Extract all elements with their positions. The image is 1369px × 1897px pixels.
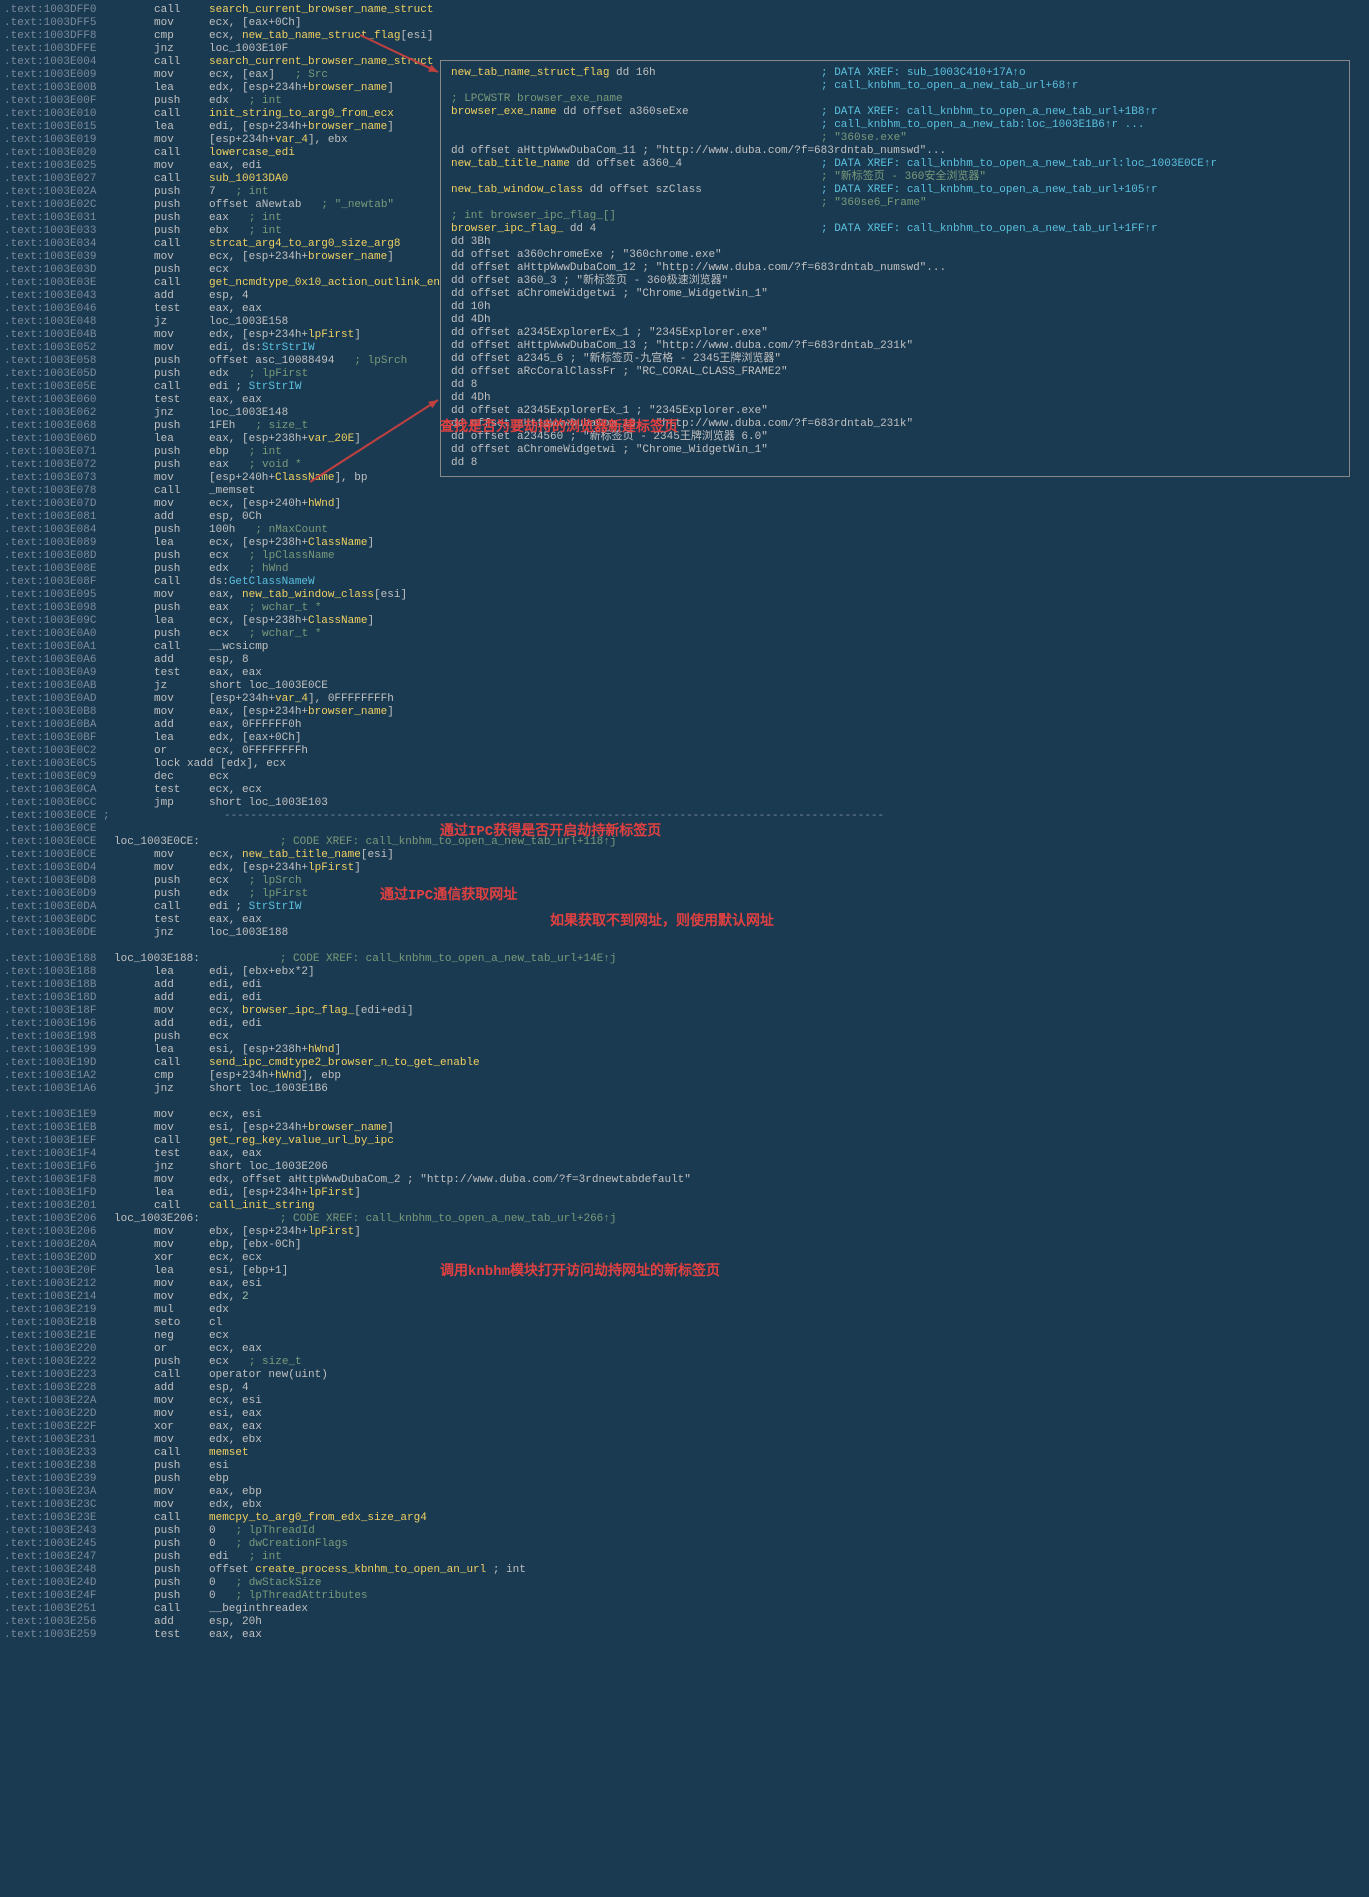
asm-line: .text:1003E206movebx, [esp+234h+lpFirst]	[4, 1226, 1365, 1239]
asm-line: .text:1003E18Daddedi, edi	[4, 992, 1365, 1005]
asm-line: .text:1003E239pushebp	[4, 1473, 1365, 1486]
asm-line: .text:1003E219muledx	[4, 1304, 1365, 1317]
asm-line: .text:1003E0C5lock xadd [edx], ecx	[4, 758, 1365, 771]
asm-line: .text:1003E245push0; dwCreationFlags	[4, 1538, 1365, 1551]
asm-line: .text:1003E22Fxoreax, eax	[4, 1421, 1365, 1434]
asm-line: .text:1003E1FDleaedi, [esp+234h+lpFirst]	[4, 1187, 1365, 1200]
asm-line: .text:1003E220orecx, eax	[4, 1343, 1365, 1356]
asm-line: .text:1003DFF5movecx, [eax+0Ch]	[4, 17, 1365, 30]
asm-line: .text:1003E1E9movecx, esi	[4, 1109, 1365, 1122]
asm-line: .text:1003E247pushedi; int	[4, 1551, 1365, 1564]
annotation-text: 查找是否为要劫持的浏览器新建标签页	[440, 416, 678, 436]
asm-line: .text:1003E21Bsetocl	[4, 1317, 1365, 1330]
data-xref-box: new_tab_name_struct_flag dd 16h; DATA XR…	[440, 60, 1350, 477]
asm-line: .text:1003E243push0; lpThreadId	[4, 1525, 1365, 1538]
asm-line: .text:1003E0D9pushedx; lpFirst	[4, 888, 1365, 901]
asm-line: .text:1003E0A0pushecx; wchar_t *	[4, 628, 1365, 641]
asm-line: .text:1003E20Amovebp, [ebx-0Ch]	[4, 1239, 1365, 1252]
asm-line: .text:1003E08Fcallds:GetClassNameW	[4, 576, 1365, 589]
asm-line: .text:1003E228addesp, 4	[4, 1382, 1365, 1395]
asm-line: .text:1003E259testeax, eax	[4, 1629, 1365, 1642]
annotation-text: 如果获取不到网址，则使用默认网址	[550, 910, 774, 930]
asm-line: .text:1003E21Enegecx	[4, 1330, 1365, 1343]
asm-line: .text:1003E089leaecx, [esp+238h+ClassNam…	[4, 537, 1365, 550]
asm-line: .text:1003E0ADmov[esp+234h+var_4], 0FFFF…	[4, 693, 1365, 706]
asm-line: .text:1003E1F8movedx, offset aHttpWwwDub…	[4, 1174, 1365, 1187]
asm-line: .text:1003E0ABjzshort loc_1003E0CE	[4, 680, 1365, 693]
asm-line: .text:1003E238pushesi	[4, 1460, 1365, 1473]
asm-line: .text:1003E18Fmovecx, browser_ipc_flag_[…	[4, 1005, 1365, 1018]
asm-line: .text:1003E0BFleaedx, [eax+0Ch]	[4, 732, 1365, 745]
asm-line: .text:1003E1F4testeax, eax	[4, 1148, 1365, 1161]
asm-line: .text:1003E0B8moveax, [esp+234h+browser_…	[4, 706, 1365, 719]
asm-line: .text:1003E0D8pushecx; lpSrch	[4, 875, 1365, 888]
asm-line: .text:1003E098pusheax; wchar_t *	[4, 602, 1365, 615]
asm-line: .text:1003E23Amoveax, ebp	[4, 1486, 1365, 1499]
asm-line: .text:1003E214movedx, 2	[4, 1291, 1365, 1304]
asm-line: .text:1003E095moveax, new_tab_window_cla…	[4, 589, 1365, 602]
asm-line: .text:1003DFF0callsearch_current_browser…	[4, 4, 1365, 17]
asm-line: .text:1003E19Dcallsend_ipc_cmdtype2_brow…	[4, 1057, 1365, 1070]
asm-line: .text:1003E08Epushedx; hWnd	[4, 563, 1365, 576]
asm-line: .text:1003E223calloperator new(uint)	[4, 1369, 1365, 1382]
asm-line: .text:1003E09Cleaecx, [esp+238h+ClassNam…	[4, 615, 1365, 628]
asm-line: .text:1003E256addesp, 20h	[4, 1616, 1365, 1629]
asm-line: .text:1003E22Amovecx, esi	[4, 1395, 1365, 1408]
asm-line: .text:1003E23Ecallmemcpy_to_arg0_from_ed…	[4, 1512, 1365, 1525]
annotation-text: 通过IPC获得是否开启劫持新标签页	[440, 820, 661, 840]
asm-line: .text:1003E0A1call__wcsicmp	[4, 641, 1365, 654]
asm-line: .text:1003E188leaedi, [ebx+ebx*2]	[4, 966, 1365, 979]
asm-line: .text:1003E18Baddedi, edi	[4, 979, 1365, 992]
asm-line: .text:1003E24Dpush0; dwStackSize	[4, 1577, 1365, 1590]
code-label: .text:1003E206loc_1003E206:; CODE XREF: …	[4, 1213, 1365, 1226]
asm-line: .text:1003E22Dmovesi, eax	[4, 1408, 1365, 1421]
asm-line: .text:1003E198pushecx	[4, 1031, 1365, 1044]
asm-line: .text:1003E1F6jnzshort loc_1003E206	[4, 1161, 1365, 1174]
asm-line: .text:1003DFF8cmpecx, new_tab_name_struc…	[4, 30, 1365, 43]
asm-line: .text:1003E0BAaddeax, 0FFFFFF0h	[4, 719, 1365, 732]
asm-line: .text:1003E24Fpush0; lpThreadAttributes	[4, 1590, 1365, 1603]
asm-line: .text:1003E1EBmovesi, [esp+234h+browser_…	[4, 1122, 1365, 1135]
asm-line: .text:1003E078call_memset	[4, 485, 1365, 498]
asm-line: .text:1003E23Cmovedx, ebx	[4, 1499, 1365, 1512]
asm-line: .text:1003E1A2cmp[esp+234h+hWnd], ebp	[4, 1070, 1365, 1083]
asm-line: .text:1003E0A6addesp, 8	[4, 654, 1365, 667]
asm-line: .text:1003E0CEmovecx, new_tab_title_name…	[4, 849, 1365, 862]
asm-line: .text:1003E08Dpushecx; lpClassName	[4, 550, 1365, 563]
code-label: .text:1003E188loc_1003E188:; CODE XREF: …	[4, 953, 1365, 966]
asm-line: .text:1003E231movedx, ebx	[4, 1434, 1365, 1447]
asm-line: .text:1003E251call__beginthreadex	[4, 1603, 1365, 1616]
code-label: .text:1003E0CEloc_1003E0CE:; CODE XREF: …	[4, 836, 1365, 849]
asm-line: .text:1003E196addedi, edi	[4, 1018, 1365, 1031]
asm-line: .text:1003E1EFcallget_reg_key_value_url_…	[4, 1135, 1365, 1148]
asm-line: .text:1003E0D4movedx, [esp+234h+lpFirst]	[4, 862, 1365, 875]
asm-line: .text:1003E084push100h; nMaxCount	[4, 524, 1365, 537]
asm-line: .text:1003E1A6jnzshort loc_1003E1B6	[4, 1083, 1365, 1096]
asm-line: .text:1003E0A9testeax, eax	[4, 667, 1365, 680]
asm-line: .text:1003E233callmemset	[4, 1447, 1365, 1460]
asm-line: .text:1003E0CAtestecx, ecx	[4, 784, 1365, 797]
annotation-text: 调用knbhm模块打开访问劫持网址的新标签页	[440, 1260, 720, 1280]
asm-line: .text:1003E199leaesi, [esp+238h+hWnd]	[4, 1044, 1365, 1057]
asm-line: .text:1003E07Dmovecx, [esp+240h+hWnd]	[4, 498, 1365, 511]
asm-line: .text:1003E081addesp, 0Ch	[4, 511, 1365, 524]
asm-line: .text:1003E0CCjmpshort loc_1003E103	[4, 797, 1365, 810]
asm-line: .text:1003E248pushoffset create_process_…	[4, 1564, 1365, 1577]
asm-line: .text:1003E0C9dececx	[4, 771, 1365, 784]
annotation-text: 通过IPC通信获取网址	[380, 884, 517, 904]
asm-line: .text:1003E0C2orecx, 0FFFFFFFFh	[4, 745, 1365, 758]
asm-line: .text:1003E222pushecx; size_t	[4, 1356, 1365, 1369]
asm-line: .text:1003DFFEjnzloc_1003E10F	[4, 43, 1365, 56]
asm-line: .text:1003E201callcall_init_string	[4, 1200, 1365, 1213]
